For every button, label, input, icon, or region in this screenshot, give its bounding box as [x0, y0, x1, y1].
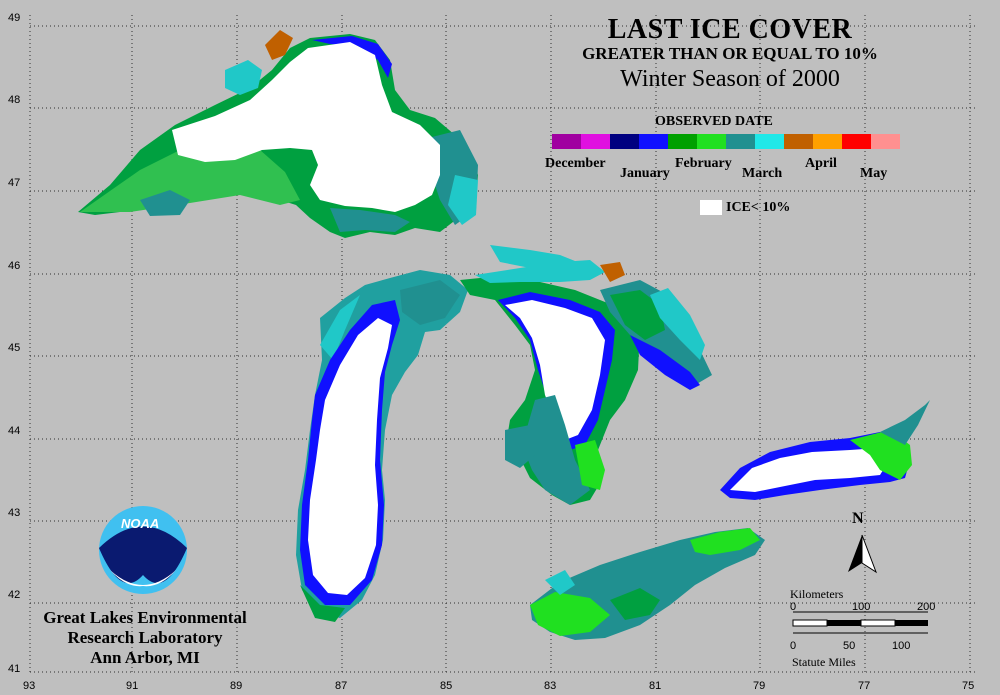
legend-swatch: [755, 134, 784, 149]
lon-label: 85: [440, 680, 453, 692]
lat-label: 47: [8, 177, 21, 189]
scale-bar: [792, 611, 928, 634]
north-arrow: [848, 534, 878, 574]
noaa-logo-text: NOAA: [121, 516, 160, 531]
legend-swatch: [784, 134, 813, 149]
scale-km-tick: 200: [917, 601, 936, 613]
lake-erie: [530, 528, 765, 640]
lake-superior: [78, 30, 478, 238]
legend-swatch: [813, 134, 842, 149]
lat-label: 41: [8, 663, 21, 675]
scale-mi-tick: 100: [892, 640, 911, 652]
legend-month-label: February: [675, 156, 732, 171]
title-line2: GREATER THAN OR EQUAL TO 10%: [582, 44, 878, 63]
lat-label: 49: [8, 12, 21, 24]
legend-month-label: April: [805, 156, 837, 171]
lat-label: 46: [8, 260, 21, 272]
legend-month-label: December: [545, 156, 606, 171]
legend-heading: OBSERVED DATE: [655, 114, 773, 129]
title-line3: Winter Season of 2000: [620, 66, 840, 92]
lon-label: 83: [544, 680, 557, 692]
lake-ontario: [720, 400, 930, 500]
legend-swatch: [668, 134, 697, 149]
scale-mi-tick: 50: [843, 640, 856, 652]
lon-label: 77: [858, 680, 871, 692]
lat-label: 48: [8, 94, 21, 106]
legend-swatch: [610, 134, 639, 149]
credit-block: Great Lakes Environmental Research Labor…: [20, 608, 270, 668]
legend-swatch: [726, 134, 755, 149]
legend-month-label: January: [620, 166, 670, 181]
scale-km-tick: 100: [852, 601, 871, 613]
lon-label: 89: [230, 680, 243, 692]
ice-legend-label: ICE< 10%: [726, 200, 791, 215]
lat-label: 43: [8, 507, 21, 519]
lon-label: 87: [335, 680, 348, 692]
lake-huron: [460, 245, 712, 505]
legend-swatch: [842, 134, 871, 149]
title-line1: LAST ICE COVER: [607, 14, 853, 45]
credit-line3: Ann Arbor, MI: [90, 648, 200, 667]
noaa-logo: [99, 506, 187, 594]
legend-swatch: [581, 134, 610, 149]
lat-label: 45: [8, 342, 21, 354]
map-title: LAST ICE COVER GREATER THAN OR EQUAL TO …: [560, 14, 900, 93]
legend-swatch: [552, 134, 581, 149]
lon-label: 75: [962, 680, 975, 692]
legend-month-label: May: [860, 166, 888, 181]
legend-month-label: March: [742, 166, 783, 181]
lon-label: 91: [126, 680, 139, 692]
lon-label: 81: [649, 680, 662, 692]
lon-label: 79: [753, 680, 766, 692]
legend-swatch: [639, 134, 668, 149]
legend-swatch: [697, 134, 726, 149]
lake-michigan: [296, 270, 468, 622]
lat-label: 44: [8, 425, 21, 437]
scale-mi-unit: Statute Miles: [792, 655, 856, 669]
scale-km-unit: Kilometers: [790, 587, 844, 601]
scale-km-tick: 0: [790, 601, 797, 613]
lon-label: 93: [23, 680, 36, 692]
lat-label: 42: [8, 589, 21, 601]
scale-mi-tick: 0: [790, 640, 797, 652]
credit-line2: Research Laboratory: [67, 628, 223, 647]
legend-swatch: [871, 134, 900, 149]
credit-line1: Great Lakes Environmental: [43, 608, 247, 627]
north-label: N: [852, 510, 864, 527]
ice-legend-swatch: [700, 200, 722, 215]
